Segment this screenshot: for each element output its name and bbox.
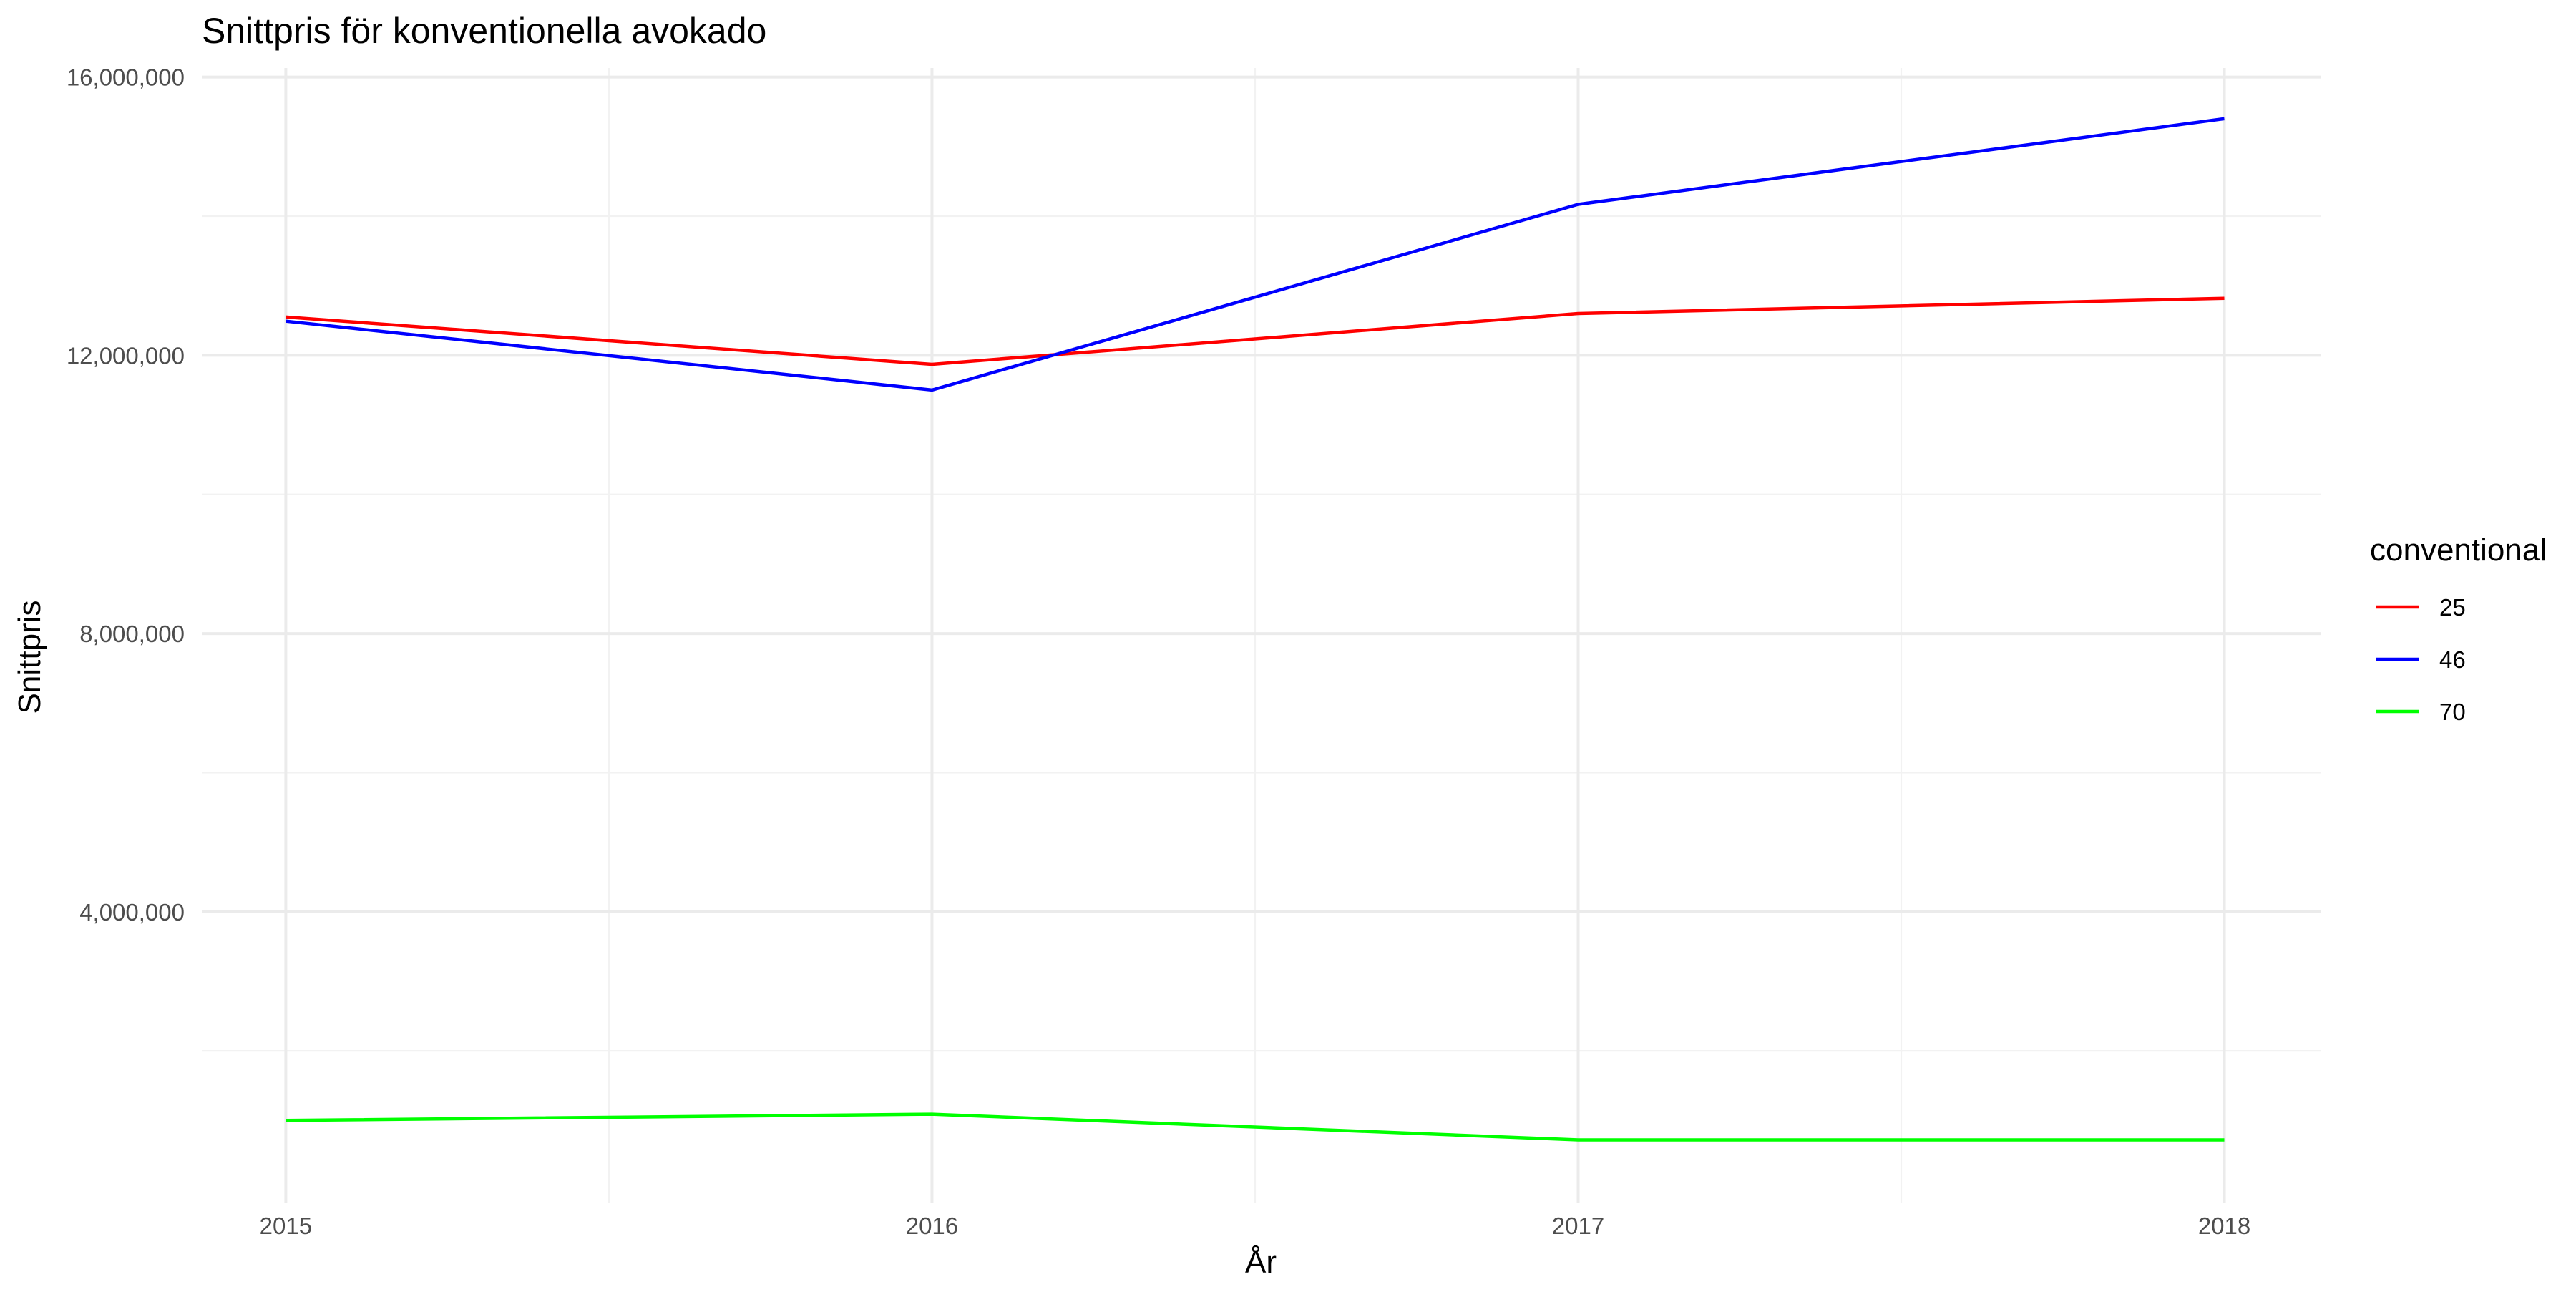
legend-label-25: 25 — [2439, 594, 2466, 621]
series-line-70 — [286, 1112, 2225, 1142]
x-tick-label: 2018 — [2198, 1213, 2250, 1239]
legend-label-70: 70 — [2439, 699, 2466, 725]
x-tick-labels: 2015 2016 2017 2018 — [260, 1213, 2251, 1239]
legend-items: 25 46 70 — [2376, 594, 2466, 725]
series-line-25 — [286, 296, 2225, 366]
y-tick-label: 16,000,000 — [67, 64, 185, 91]
y-axis-title: Snittpris — [12, 601, 47, 714]
x-tick-label: 2015 — [260, 1213, 312, 1239]
series-layer — [286, 117, 2225, 1142]
chart-title: Snittpris för konventionella avokado — [202, 11, 766, 51]
legend-title: conventional — [2370, 533, 2547, 568]
x-tick-label: 2017 — [1552, 1213, 1604, 1239]
y-tick-label: 4,000,000 — [79, 899, 185, 926]
x-axis-title: År — [1245, 1245, 1277, 1280]
legend-label-46: 46 — [2439, 646, 2466, 673]
grid-layer — [202, 68, 2321, 1203]
y-tick-label: 12,000,000 — [67, 342, 185, 369]
y-tick-labels: 4,000,000 8,000,000 12,000,000 16,000,000 — [67, 64, 185, 926]
y-tick-label: 8,000,000 — [79, 621, 185, 647]
series-line-46 — [286, 117, 2225, 392]
x-tick-label: 2016 — [906, 1213, 958, 1239]
legend: conventional 25 46 70 — [2370, 533, 2547, 725]
